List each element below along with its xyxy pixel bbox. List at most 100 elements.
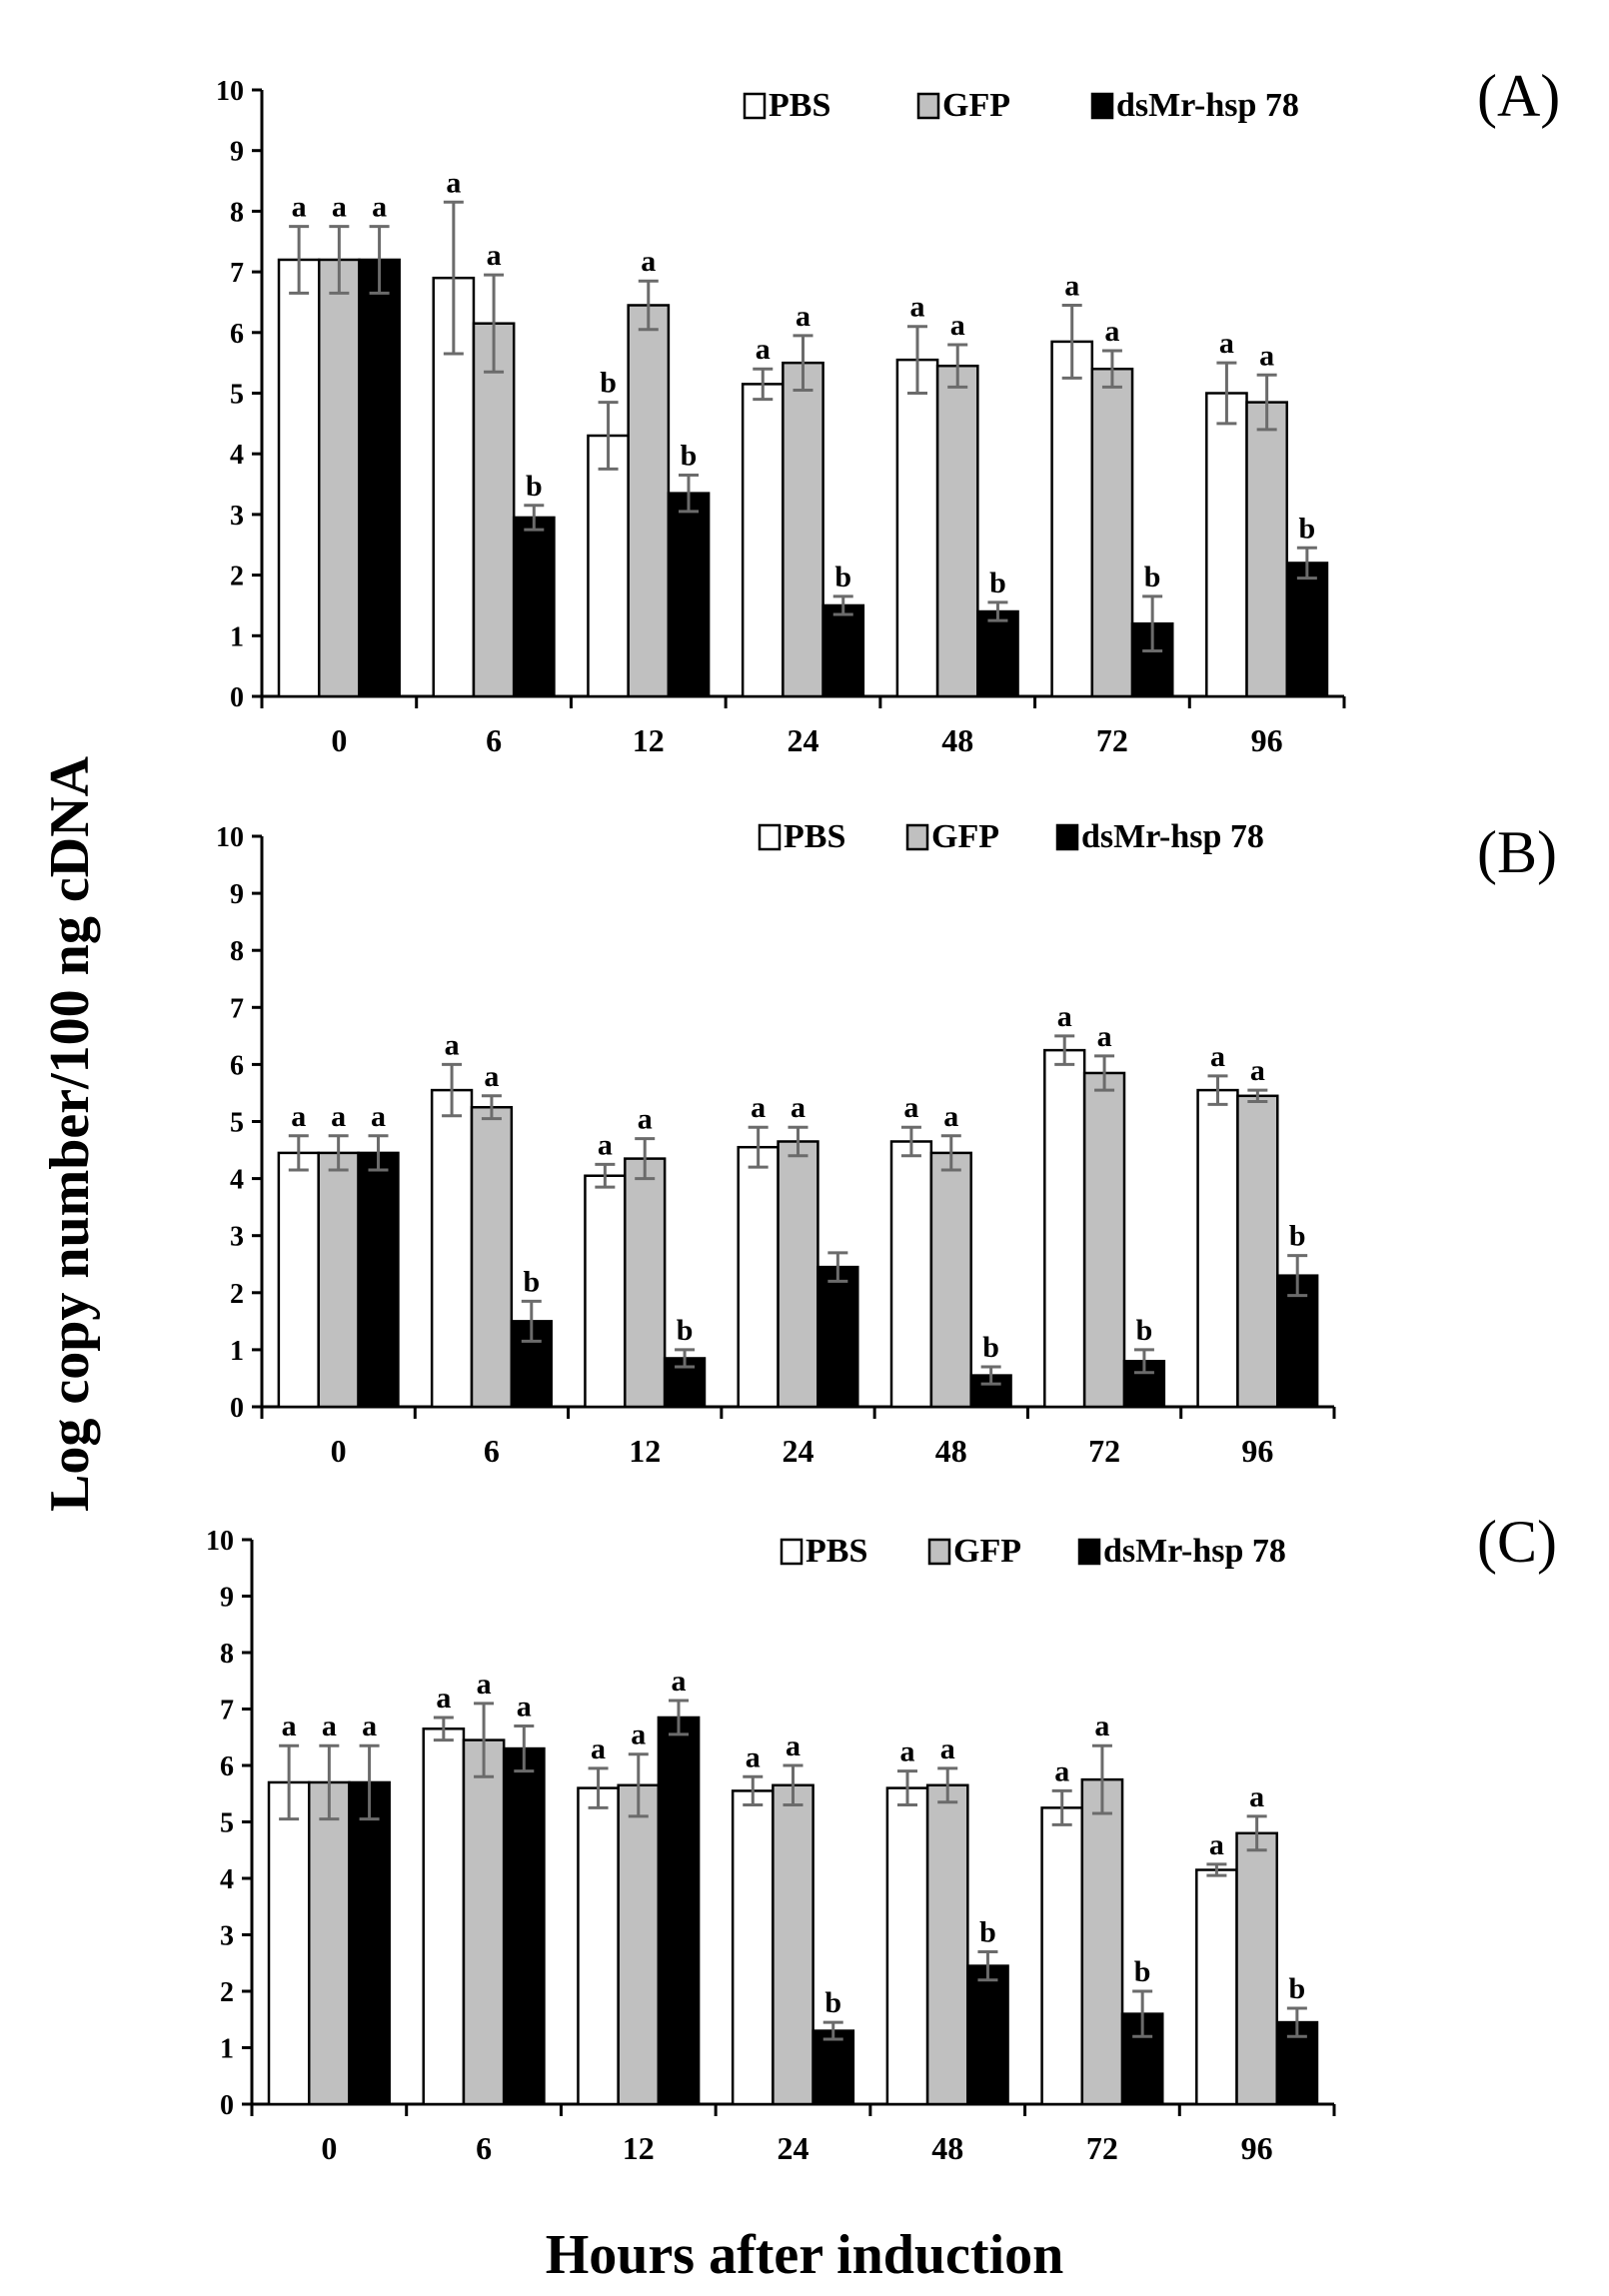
significance-label: a (292, 191, 307, 224)
legend-swatch (1077, 1538, 1101, 1566)
legend-label: GFP (931, 818, 999, 855)
legend-label: GFP (942, 87, 1010, 124)
legend-swatch (758, 823, 782, 851)
legend-swatch (1055, 823, 1079, 851)
bar (1196, 1088, 1239, 1409)
legend-label: dsMr-hsp 78 (1103, 1533, 1286, 1570)
y-tick-label: 10 (216, 822, 244, 853)
significance-label: b (979, 1915, 996, 1948)
legend-label: dsMr-hsp 78 (1081, 818, 1264, 855)
y-tick-label: 7 (230, 993, 244, 1024)
bar (966, 1964, 1009, 2106)
y-tick-label: 5 (220, 1808, 234, 1839)
significance-label: a (331, 1100, 346, 1133)
x-tick-label: 24 (788, 722, 819, 758)
panel-label: (C) (1477, 1509, 1557, 1575)
bar (584, 1174, 627, 1409)
legend-swatch (780, 1538, 804, 1566)
significance-label: b (834, 561, 851, 593)
y-tick-label: 5 (230, 380, 244, 411)
y-tick-label: 6 (220, 1751, 234, 1782)
y-tick-label: 5 (230, 1108, 244, 1139)
significance-label: a (1057, 1000, 1072, 1033)
bar (935, 364, 979, 698)
significance-label: b (1134, 1955, 1151, 1988)
bar (1285, 562, 1329, 698)
y-tick-label: 2 (220, 1977, 234, 2008)
x-tick-label: 12 (633, 722, 665, 758)
legend: PBS GFP dsMr-hsp 78 (758, 818, 1264, 855)
bar (811, 2029, 855, 2106)
bar (267, 1780, 311, 2106)
significance-label: a (796, 300, 810, 333)
bar (277, 258, 321, 698)
bar (358, 258, 401, 698)
bar (624, 1157, 667, 1409)
y-tick-label: 3 (230, 1222, 244, 1253)
bar (782, 361, 824, 698)
significance-label: a (322, 1710, 337, 1742)
bar (929, 1151, 972, 1409)
x-tick-label: 6 (486, 722, 502, 758)
significance-label: a (1210, 1040, 1225, 1073)
x-tick-label: 0 (331, 1433, 347, 1469)
x-tick-label: 72 (1088, 1433, 1120, 1469)
significance-label: a (1259, 339, 1274, 372)
x-tick-label: 96 (1241, 1433, 1273, 1469)
significance-label: a (477, 1668, 492, 1701)
significance-label: a (751, 1091, 766, 1124)
significance-label: a (1209, 1828, 1224, 1861)
x-tick-label: 72 (1096, 722, 1128, 758)
significance-label: a (672, 1665, 687, 1698)
significance-label: b (824, 1986, 841, 2019)
significance-label: a (786, 1729, 801, 1762)
y-axis-title: Log copy number/100 ng cDNA (39, 755, 101, 1512)
bar (462, 1738, 506, 2106)
significance-label: a (950, 309, 965, 342)
y-tick-label: 6 (230, 319, 244, 350)
significance-label: b (982, 1331, 999, 1364)
bar (925, 1783, 969, 2106)
significance-label: b (1136, 1314, 1153, 1347)
x-tick-label: 0 (331, 722, 347, 758)
y-tick-label: 7 (220, 1696, 234, 1726)
bar (307, 1780, 351, 2106)
y-tick-label: 9 (230, 137, 244, 168)
significance-label: b (989, 567, 1006, 599)
panel-label: (A) (1477, 63, 1560, 129)
bar (821, 603, 865, 698)
significance-label: b (523, 1265, 540, 1298)
x-tick-label: 48 (941, 722, 973, 758)
y-tick-label: 4 (220, 1864, 234, 1895)
bar (657, 1716, 701, 2106)
bar (512, 516, 556, 698)
significance-label: b (526, 470, 543, 503)
bar (741, 383, 785, 698)
y-tick-label: 1 (230, 1336, 244, 1367)
x-tick-label: 72 (1086, 2130, 1118, 2166)
x-tick-label: 96 (1241, 2130, 1273, 2166)
significance-label: a (1094, 1710, 1109, 1742)
significance-label: b (1144, 561, 1161, 593)
bar (577, 1786, 620, 2106)
bar (816, 1265, 859, 1409)
legend-label: PBS (784, 818, 845, 855)
significance-label: a (638, 1103, 653, 1136)
y-tick-label: 0 (230, 1393, 244, 1424)
significance-label: a (484, 1060, 499, 1093)
y-tick-label: 2 (230, 1279, 244, 1310)
bar (1235, 1831, 1279, 2106)
legend-swatch (927, 1538, 951, 1566)
y-tick-label: 0 (220, 2090, 234, 2121)
x-tick-label: 24 (778, 2130, 809, 2166)
significance-label: a (940, 1732, 955, 1765)
bar (472, 322, 516, 698)
legend-swatch (743, 92, 767, 120)
significance-label: b (681, 439, 698, 472)
bar (737, 1145, 780, 1409)
legend-label: GFP (953, 1533, 1021, 1570)
bar (885, 1786, 929, 2106)
